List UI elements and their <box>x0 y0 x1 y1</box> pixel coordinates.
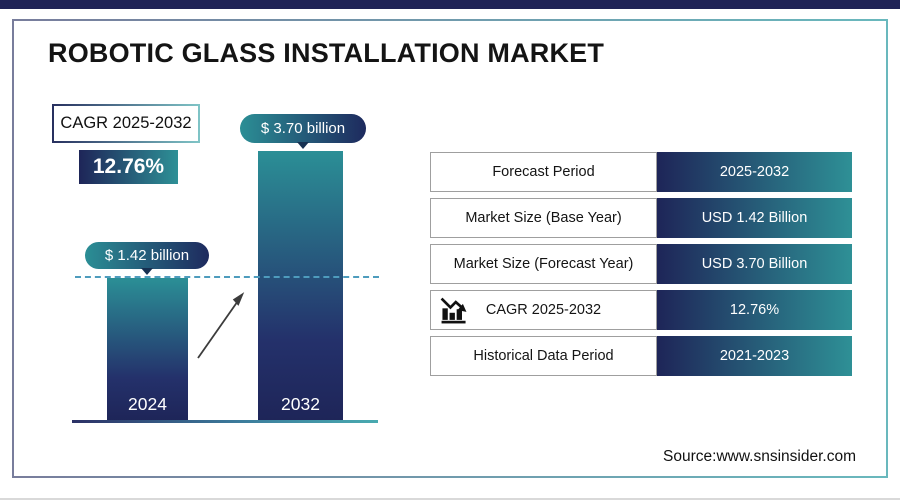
value-callout-2032: $ 3.70 billion <box>240 114 366 149</box>
table-row-value: USD 1.42 Billion <box>701 210 808 226</box>
top-accent-bar <box>0 0 900 9</box>
table-row-value-cell: 12.76% <box>657 290 852 330</box>
table-row: Market Size (Base Year) USD 1.42 Billion <box>430 198 852 238</box>
table-row-label-cell: Market Size (Base Year) <box>430 198 657 238</box>
growth-arrow-icon <box>197 292 245 359</box>
table-row-label: Forecast Period <box>492 164 595 180</box>
table-row: Forecast Period 2025-2032 <box>430 152 852 192</box>
table-row-label: Market Size (Forecast Year) <box>453 256 634 272</box>
table-row-label-cell: Historical Data Period <box>430 336 657 376</box>
table-row: CAGR 2025-2032 12.76% <box>430 290 852 330</box>
source-text: Source:www.snsinsider.com <box>663 448 856 465</box>
info-table: Forecast Period 2025-2032 Market Size (B… <box>430 152 852 382</box>
value-callout-2024: $ 1.42 billion <box>85 242 209 275</box>
table-row-label-cell: Forecast Period <box>430 152 657 192</box>
table-row-value-cell: 2021-2023 <box>657 336 852 376</box>
bar-label-2032: 2032 <box>281 394 320 414</box>
bar-2024: 2024 <box>107 278 188 421</box>
x-axis-line <box>72 420 378 423</box>
table-row-label-cell: CAGR 2025-2032 <box>430 290 657 330</box>
table-row: Historical Data Period 2021-2023 <box>430 336 852 376</box>
cagr-label: CAGR 2025-2032 <box>60 114 192 132</box>
table-row-label-cell: Market Size (Forecast Year) <box>430 244 657 284</box>
cagr-value-badge: 12.76% <box>79 150 178 184</box>
table-row-value-cell: USD 1.42 Billion <box>657 198 852 238</box>
callout-pointer <box>297 142 309 149</box>
callout-pointer <box>141 268 153 275</box>
table-row-value-cell: USD 3.70 Billion <box>657 244 852 284</box>
page-title: ROBOTIC GLASS INSTALLATION MARKET <box>48 38 605 68</box>
cagr-label-box: CAGR 2025-2032 <box>52 104 200 143</box>
table-row-value: 2025-2032 <box>719 164 790 180</box>
value-callout-2024-text: $ 1.42 billion <box>104 247 190 264</box>
table-row-value: 12.76% <box>729 302 780 318</box>
bar-2032: 2032 <box>258 151 343 421</box>
table-row-value: 2021-2023 <box>719 348 790 364</box>
bar-label-2024: 2024 <box>128 394 167 414</box>
table-row-label: Market Size (Base Year) <box>465 210 622 226</box>
table-row: Market Size (Forecast Year) USD 3.70 Bil… <box>430 244 852 284</box>
table-row-value: USD 3.70 Billion <box>701 256 808 272</box>
cagr-value: 12.76% <box>92 155 165 178</box>
table-row-value-cell: 2025-2032 <box>657 152 852 192</box>
table-row-label: Historical Data Period <box>473 348 614 364</box>
table-row-label: CAGR 2025-2032 <box>485 302 602 318</box>
trend-chart-icon <box>440 297 467 324</box>
reference-dashed-line <box>75 276 379 278</box>
value-callout-2032-text: $ 3.70 billion <box>260 120 346 137</box>
